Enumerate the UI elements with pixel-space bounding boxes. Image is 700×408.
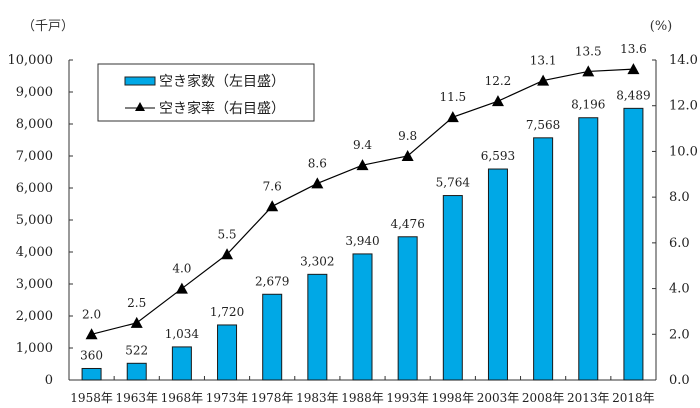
x-axis-tick-label: 1983年 bbox=[296, 391, 339, 405]
left-axis-tick-label: 6,000 bbox=[16, 181, 53, 196]
left-axis-tick-label: 2,000 bbox=[16, 309, 53, 324]
line-data-label: 13.5 bbox=[575, 44, 602, 58]
left-axis-tick-label: 0 bbox=[45, 373, 53, 388]
right-axis-tick-label: 14.0 bbox=[669, 53, 698, 68]
right-axis: 0.0 2.0 4.0 6.0 8.0 10.0 12.0 14.0 bbox=[652, 53, 698, 388]
line-marker-triangle-icon bbox=[401, 150, 414, 161]
x-axis-tick-label: 1993年 bbox=[386, 391, 429, 405]
line-data-label: 4.0 bbox=[172, 262, 191, 276]
left-axis-tick-label: 4,000 bbox=[16, 245, 53, 260]
bar bbox=[126, 362, 147, 381]
right-axis-tick-label: 8.0 bbox=[669, 190, 690, 205]
x-axis-tick-label: 1988年 bbox=[341, 391, 384, 405]
x-axis-tick-label: 2003年 bbox=[477, 391, 520, 405]
line-data-label: 2.0 bbox=[82, 307, 101, 321]
left-axis-tick-label: 7,000 bbox=[16, 149, 53, 164]
line-data-label: 13.1 bbox=[530, 54, 557, 68]
line-marker-triangle-icon bbox=[221, 248, 234, 260]
line-data-label: 5.5 bbox=[217, 227, 236, 241]
x-axis-tick-label: 2018年 bbox=[612, 391, 655, 405]
bar-data-label: 3,940 bbox=[345, 234, 379, 248]
legend-bar-swatch bbox=[124, 76, 156, 86]
line-data-label: 11.5 bbox=[439, 90, 466, 104]
x-axis-tick-label: 1998年 bbox=[432, 391, 475, 405]
bar bbox=[623, 107, 644, 381]
bar bbox=[171, 346, 192, 381]
bar bbox=[262, 293, 283, 381]
left-axis-tick-label: 3,000 bbox=[16, 277, 53, 292]
x-axis-tick-label: 1973年 bbox=[206, 391, 249, 405]
legend-box bbox=[97, 63, 315, 122]
x-axis-tick-label: 1958年 bbox=[70, 391, 113, 405]
left-axis-tick-label: 8,000 bbox=[16, 117, 53, 132]
line-data-label: 2.5 bbox=[127, 296, 146, 310]
x-axis-tick-label: 2013年 bbox=[567, 391, 610, 405]
line-data-label: 12.2 bbox=[485, 74, 512, 88]
bar-data-label: 522 bbox=[125, 343, 148, 357]
line-marker-triangle-icon bbox=[175, 282, 188, 294]
bar-data-label: 1,720 bbox=[210, 305, 244, 319]
bar-data-label: 4,476 bbox=[390, 217, 424, 231]
bar-data-label: 2,679 bbox=[255, 274, 289, 288]
left-axis-tick-label: 10,000 bbox=[8, 53, 54, 68]
legend-line-label: 空き家率（右目盛） bbox=[159, 100, 285, 117]
bar bbox=[217, 324, 238, 381]
bar-series: 360 522 1,034 1,720 2,679 3,302 3,940 4,476 5,76… bbox=[80, 88, 651, 381]
bar-data-label: 3,302 bbox=[300, 254, 334, 268]
line-marker-triangle-icon bbox=[266, 200, 279, 212]
bar-data-label: 1,034 bbox=[165, 327, 200, 341]
bar bbox=[81, 367, 102, 381]
bar bbox=[487, 168, 508, 381]
bar-data-label: 6,593 bbox=[481, 149, 515, 163]
line-marker-triangle-icon bbox=[627, 63, 640, 75]
bar bbox=[397, 236, 418, 381]
bar bbox=[307, 273, 328, 381]
x-axis-tick-label: 1968年 bbox=[161, 391, 204, 405]
bar bbox=[578, 117, 599, 381]
right-axis-tick-label: 10.0 bbox=[669, 144, 698, 159]
line-data-label: 8.6 bbox=[308, 156, 327, 170]
bar bbox=[442, 195, 463, 381]
bar bbox=[352, 253, 373, 381]
bar-data-label: 360 bbox=[80, 348, 103, 362]
right-axis-tick-label: 4.0 bbox=[669, 282, 690, 297]
line-marker-triangle-icon bbox=[491, 95, 504, 107]
left-axis-tick-label: 9,000 bbox=[16, 85, 53, 100]
line-data-label: 7.6 bbox=[263, 179, 282, 193]
left-axis-unit: （千戸） bbox=[22, 19, 74, 34]
line-marker-triangle-icon bbox=[311, 177, 324, 189]
bar bbox=[533, 137, 554, 381]
bar-data-label: 5,764 bbox=[436, 176, 471, 190]
bar-data-label: 7,568 bbox=[526, 118, 560, 132]
line-series: 2.0 2.5 4.0 5.5 7.6 8.6 9.4 9.8 11.5 12.2 13.1 13.5… bbox=[82, 42, 647, 340]
right-axis-tick-label: 0.0 bbox=[669, 373, 690, 388]
right-axis-tick-label: 2.0 bbox=[669, 327, 690, 342]
left-axis-tick-label: 1,000 bbox=[16, 341, 53, 356]
line-marker-triangle-icon bbox=[582, 65, 595, 77]
bar-data-label: 8,489 bbox=[616, 88, 650, 102]
line-data-label: 9.4 bbox=[353, 138, 372, 152]
line-data-label: 13.6 bbox=[620, 42, 647, 56]
line-data-label: 9.8 bbox=[398, 129, 417, 143]
legend-triangle-icon bbox=[135, 102, 145, 111]
left-axis: 0 1,000 2,000 3,000 4,000 5,000 6,000 7,000 8,00… bbox=[8, 53, 73, 388]
right-axis-unit: (%) bbox=[650, 19, 673, 34]
x-axis-tick-label: 1978年 bbox=[251, 391, 294, 405]
line-marker-triangle-icon bbox=[537, 74, 550, 86]
right-axis-tick-label: 6.0 bbox=[669, 236, 690, 251]
bar-data-label: 8,196 bbox=[571, 98, 605, 112]
right-axis-tick-label: 12.0 bbox=[669, 99, 698, 114]
legend-bar-label: 空き家数（左目盛） bbox=[159, 73, 285, 90]
line-marker-triangle-icon bbox=[130, 316, 143, 328]
line-marker-triangle-icon bbox=[85, 328, 98, 340]
left-axis-tick-label: 5,000 bbox=[16, 213, 53, 228]
line-marker-triangle-icon bbox=[356, 159, 369, 171]
line-marker-triangle-icon bbox=[446, 111, 459, 123]
x-axis-tick-label: 1963年 bbox=[115, 391, 158, 405]
legend: 空き家数（左目盛） 空き家率（右目盛） bbox=[97, 63, 315, 122]
x-axis-tick-label: 2008年 bbox=[522, 391, 565, 405]
